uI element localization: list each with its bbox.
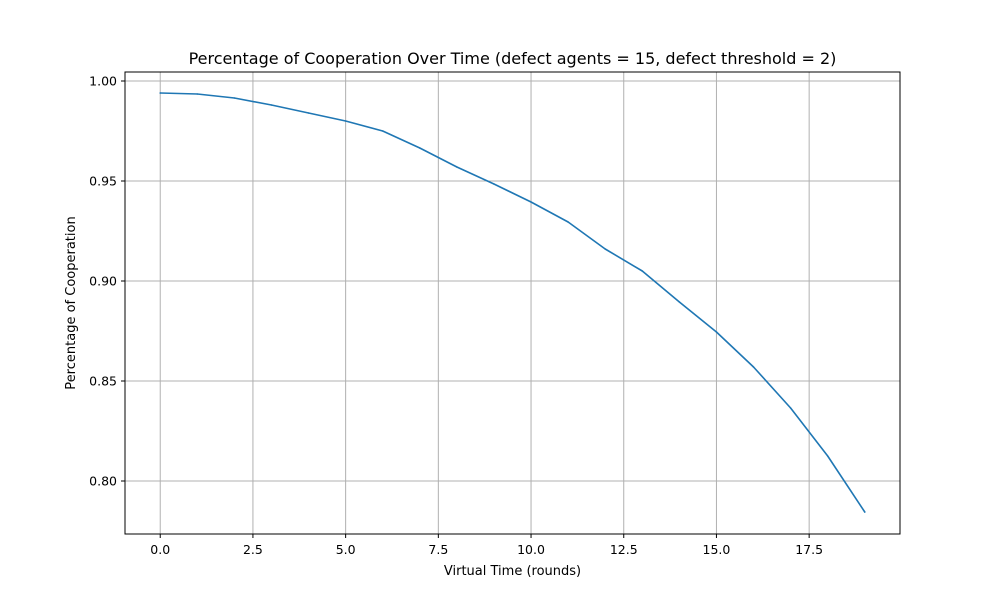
data-point [863, 511, 866, 513]
x-tick-label: 12.5 [610, 542, 638, 557]
y-tick-label: 0.80 [89, 474, 117, 489]
y-axis-label: Percentage of Cooperation [64, 216, 79, 389]
data-point [493, 183, 495, 185]
data-point [381, 130, 384, 132]
y-tick-label: 0.85 [89, 374, 117, 389]
data-point [159, 92, 162, 94]
y-tick-label: 0.95 [89, 174, 117, 189]
data-point [752, 366, 755, 368]
x-tick-label: 10.0 [517, 542, 545, 557]
x-tick-label: 15.0 [703, 542, 731, 557]
x-tick-label: 5.0 [336, 542, 356, 557]
data-point [418, 147, 421, 149]
chart-title: Percentage of Cooperation Over Time (def… [189, 49, 837, 68]
data-point [604, 248, 607, 250]
data-point [530, 201, 532, 203]
data-point [196, 93, 199, 95]
y-tick-label: 1.00 [89, 74, 117, 89]
data-point [233, 97, 236, 99]
axis-ticks: 0.0 2.5 5.0 7.5 10.0 12.5 15.0 17.5 0.80 0.85 0.90… [89, 74, 823, 558]
data-point [270, 104, 273, 106]
x-axis-label: Virtual Time (rounds) [444, 564, 581, 579]
plot-area-frame [124, 71, 901, 535]
x-tick-label: 2.5 [243, 542, 263, 557]
data-point [567, 221, 569, 223]
grid-lines [125, 72, 900, 534]
data-point [344, 120, 347, 122]
y-tick-label: 0.90 [89, 274, 117, 289]
data-point [715, 331, 718, 333]
data-point [456, 166, 458, 168]
series-line [159, 92, 866, 513]
x-tick-label: 0.0 [150, 542, 170, 557]
x-tick-label: 17.5 [795, 542, 823, 557]
series-layer [159, 92, 866, 513]
data-point [826, 455, 829, 457]
data-point [678, 301, 681, 303]
data-point [307, 112, 310, 114]
data-point [641, 270, 644, 272]
data-point [789, 407, 792, 409]
x-tick-label: 7.5 [428, 542, 448, 557]
